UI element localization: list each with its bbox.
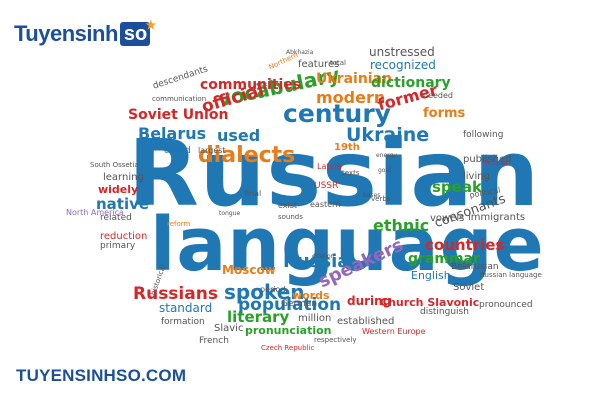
word-german: German bbox=[281, 299, 318, 309]
word-following: following bbox=[463, 130, 504, 140]
word-modern: modern bbox=[316, 88, 386, 107]
word-sounds: sounds bbox=[278, 213, 303, 221]
word-19th: 19th bbox=[334, 142, 360, 153]
logo-name: Tuyensinh bbox=[14, 21, 118, 46]
word-recognized: recognized bbox=[370, 58, 436, 72]
word-goal: goal bbox=[378, 167, 391, 174]
word-standard: standard bbox=[159, 301, 213, 315]
word-latvia: Latvia bbox=[317, 162, 342, 171]
word-church-slavonic: Church Slavonic bbox=[380, 296, 480, 309]
word-forms: forms bbox=[423, 106, 466, 121]
word-texts: texts bbox=[342, 169, 360, 177]
word-belarus: Belarus bbox=[138, 124, 207, 143]
word-learning: learning bbox=[103, 172, 144, 183]
word-abkhazia: Abkhazia bbox=[286, 49, 314, 56]
logo-box: so ★ bbox=[119, 18, 156, 46]
word-population: population bbox=[238, 295, 342, 315]
word-features: features bbox=[298, 59, 340, 70]
word-bases: bases bbox=[363, 192, 381, 199]
word-south-ossetia: South Ossetia bbox=[90, 161, 139, 169]
star-icon: ★ bbox=[145, 18, 157, 32]
word-used: used bbox=[217, 126, 261, 145]
tuyensinhso-logo: Tuyensinh so ★ bbox=[14, 18, 156, 48]
word-unstressed: unstressed bbox=[369, 45, 435, 59]
word-energy: energy bbox=[376, 152, 397, 159]
word-established: established bbox=[337, 316, 395, 327]
word-widely: widely bbox=[98, 183, 139, 196]
word-living: living bbox=[463, 171, 490, 182]
word-russia: Russia bbox=[283, 251, 350, 272]
word-pronunciation: pronunciation bbox=[245, 324, 332, 337]
word-reform: reform bbox=[167, 220, 191, 228]
word-moscow: Moscow bbox=[222, 263, 276, 277]
word-western-europe: Western Europe bbox=[362, 327, 426, 336]
word-called: called bbox=[164, 146, 191, 156]
word-words: words bbox=[292, 289, 330, 302]
word-spoken: spoken bbox=[224, 280, 305, 304]
word-dictionary: dictionary bbox=[371, 75, 451, 91]
word-related: related bbox=[100, 213, 132, 223]
word-grammar: grammar bbox=[408, 251, 480, 267]
word-russians: Russians bbox=[133, 284, 218, 304]
word-immigrants: immigrants bbox=[468, 212, 526, 223]
word-needed: needed bbox=[423, 91, 453, 100]
word-dialects: dialects bbox=[198, 143, 296, 168]
word-during: during bbox=[347, 294, 392, 308]
word-speak: speak bbox=[432, 178, 482, 196]
word-respectively: respectively bbox=[314, 336, 357, 344]
word-north-america: North America bbox=[66, 208, 124, 217]
word-russian: Russian bbox=[128, 120, 540, 227]
word-communities: communities bbox=[200, 77, 302, 93]
word-poland: Poland bbox=[484, 159, 508, 167]
word-french: French bbox=[199, 336, 229, 346]
word-million: million bbox=[298, 313, 332, 324]
word-ethnic: ethnic bbox=[373, 216, 430, 235]
word-ukrainian: Ukrainian bbox=[316, 71, 393, 87]
website-label: TUYENSINHSO.COM bbox=[16, 366, 187, 385]
word-vowels: vowels bbox=[430, 213, 465, 224]
word-language: language bbox=[150, 202, 545, 288]
word-communication: communication bbox=[152, 95, 207, 103]
word-pronounced: pronounced bbox=[479, 300, 533, 310]
word-ussr: USSR bbox=[314, 181, 339, 191]
word-eastern: eastern bbox=[310, 200, 341, 209]
word-largest: largest bbox=[198, 146, 226, 155]
word-book: book bbox=[253, 81, 268, 88]
word-period: period bbox=[260, 285, 286, 294]
word-published: published bbox=[463, 154, 512, 165]
word-belarusian: Belarusian bbox=[451, 262, 499, 272]
word-century: century bbox=[283, 99, 391, 128]
logo-box-text: so bbox=[123, 23, 148, 45]
word-reduction: reduction bbox=[100, 231, 148, 242]
word-native: native bbox=[96, 195, 150, 213]
word-countries: countries bbox=[425, 236, 505, 254]
word-distinguish: distinguish bbox=[420, 307, 469, 317]
word-ukraine: Ukraine bbox=[346, 124, 430, 146]
word-soviet-union: Soviet Union bbox=[128, 107, 229, 123]
word-english: English bbox=[411, 269, 451, 282]
word-exist: exist bbox=[278, 201, 298, 210]
word-final: final bbox=[244, 189, 262, 198]
word-verbs: verbs bbox=[371, 195, 391, 203]
word-literary: literary bbox=[227, 308, 290, 326]
word-russian-language: Russian language bbox=[480, 271, 542, 279]
word-soviet: Soviet bbox=[453, 282, 485, 293]
word-czech-republic: Czech Republic bbox=[261, 344, 315, 352]
word-tongue: tongue bbox=[219, 210, 241, 217]
word-citation: citation bbox=[312, 253, 335, 260]
word-formation: formation bbox=[161, 317, 205, 327]
word-total: total bbox=[330, 59, 347, 67]
word-slavic: Slavic bbox=[214, 323, 244, 334]
word-primary: primary bbox=[100, 241, 136, 251]
